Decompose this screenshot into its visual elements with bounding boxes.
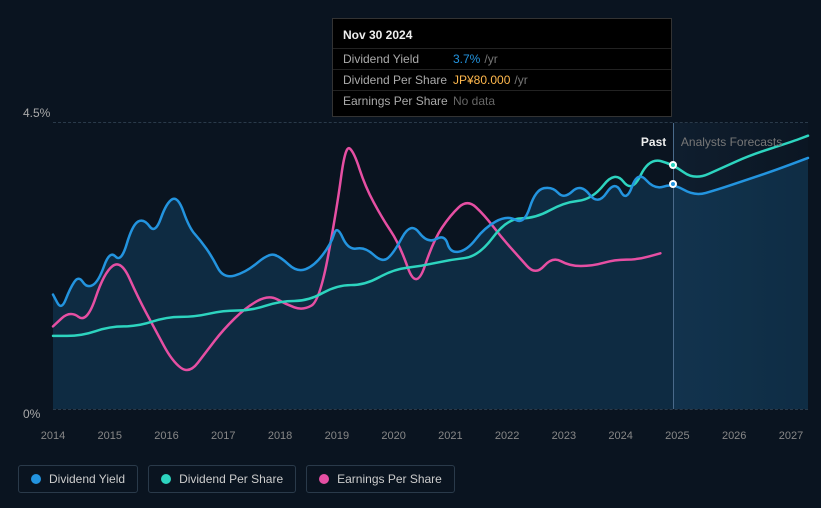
x-axis-tick: 2016 — [154, 430, 178, 442]
tooltip-row-label: Dividend Yield — [343, 52, 453, 66]
tooltip-row: Dividend Per ShareJP¥80.000/yr — [333, 69, 671, 90]
x-axis-tick: 2018 — [268, 430, 292, 442]
x-axis-tick: 2019 — [325, 430, 349, 442]
tooltip-row-value: No data — [453, 94, 495, 108]
chart-svg — [53, 123, 808, 409]
x-axis-tick: 2024 — [608, 430, 632, 442]
legend-label: Dividend Yield — [49, 472, 125, 486]
past-label: Past — [641, 135, 666, 149]
legend-swatch — [31, 474, 41, 484]
legend-label: Dividend Per Share — [179, 472, 283, 486]
x-axis-tick: 2027 — [779, 430, 803, 442]
chart-tooltip: Nov 30 2024 Dividend Yield3.7%/yrDividen… — [332, 18, 672, 117]
tooltip-row-unit: /yr — [514, 73, 527, 87]
legend-item[interactable]: Dividend Yield — [18, 465, 138, 493]
chart-marker — [669, 180, 677, 188]
legend-item[interactable]: Earnings Per Share — [306, 465, 455, 493]
tooltip-row-value: JP¥80.000 — [453, 73, 510, 87]
legend-swatch — [319, 474, 329, 484]
chart-marker — [669, 161, 677, 169]
x-axis-tick: 2025 — [665, 430, 689, 442]
x-axis-tick: 2017 — [211, 430, 235, 442]
x-axis-tick: 2021 — [438, 430, 462, 442]
tooltip-row: Earnings Per ShareNo data — [333, 90, 671, 111]
tooltip-row-value: 3.7% — [453, 52, 480, 66]
y-axis-min-label: 0% — [23, 407, 40, 421]
x-axis-tick: 2022 — [495, 430, 519, 442]
x-axis-tick: 2015 — [98, 430, 122, 442]
tooltip-row: Dividend Yield3.7% /yr — [333, 48, 671, 69]
tooltip-date: Nov 30 2024 — [333, 24, 671, 48]
x-axis-tick: 2023 — [552, 430, 576, 442]
legend-item[interactable]: Dividend Per Share — [148, 465, 296, 493]
chart-area: 4.5% 0% Past Analysts Forecasts — [18, 105, 808, 425]
x-axis-tick: 2014 — [41, 430, 65, 442]
plot-region[interactable]: Past Analysts Forecasts — [53, 122, 808, 410]
forecast-label: Analysts Forecasts — [681, 135, 782, 149]
legend-swatch — [161, 474, 171, 484]
tooltip-row-label: Dividend Per Share — [343, 73, 453, 87]
tooltip-row-label: Earnings Per Share — [343, 94, 453, 108]
x-axis-tick: 2026 — [722, 430, 746, 442]
y-axis-max-label: 4.5% — [23, 106, 50, 120]
legend-label: Earnings Per Share — [337, 472, 442, 486]
tooltip-row-unit: /yr — [484, 52, 497, 66]
x-axis-tick: 2020 — [381, 430, 405, 442]
x-axis: 2014 2015 2016 2017 2018 2019 2020 2021 2022 2023… — [18, 430, 808, 450]
legend: Dividend Yield Dividend Per Share Earnings… — [18, 465, 455, 493]
